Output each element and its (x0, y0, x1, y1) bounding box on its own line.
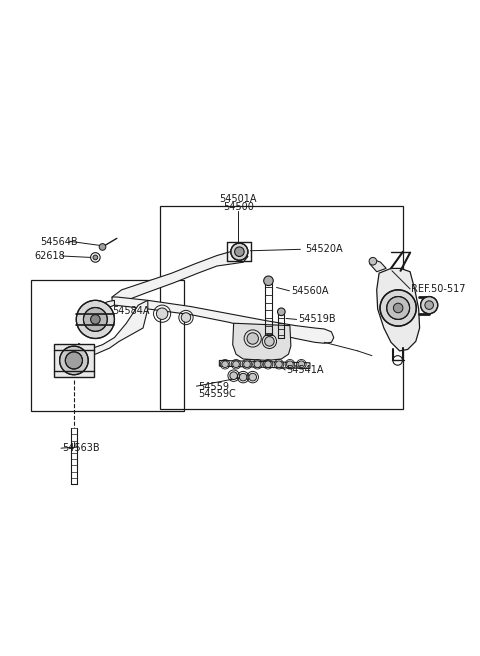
Text: 54500: 54500 (223, 202, 254, 212)
Circle shape (298, 361, 305, 367)
Circle shape (65, 352, 83, 369)
Circle shape (235, 247, 244, 256)
Circle shape (264, 337, 274, 346)
Circle shape (230, 372, 238, 380)
Circle shape (231, 243, 248, 260)
Circle shape (254, 361, 261, 367)
Circle shape (93, 255, 98, 260)
Circle shape (387, 297, 409, 319)
Polygon shape (112, 297, 334, 343)
Text: 54501A: 54501A (220, 194, 257, 204)
Polygon shape (377, 268, 420, 351)
Text: 54564B: 54564B (40, 237, 78, 247)
Text: 54541A: 54541A (286, 365, 324, 375)
Circle shape (99, 243, 106, 251)
Circle shape (84, 308, 108, 331)
Polygon shape (79, 300, 114, 327)
Text: 54584A: 54584A (112, 306, 150, 316)
Circle shape (240, 373, 247, 381)
Circle shape (287, 361, 293, 367)
Circle shape (91, 315, 100, 324)
Circle shape (247, 333, 258, 344)
Circle shape (60, 346, 88, 375)
Bar (31, 280, 183, 411)
Circle shape (394, 303, 403, 313)
Text: 54559: 54559 (198, 382, 229, 392)
Circle shape (244, 361, 251, 367)
Circle shape (425, 301, 433, 310)
Text: 54519B: 54519B (298, 314, 336, 325)
Circle shape (156, 308, 168, 319)
Circle shape (181, 313, 191, 322)
Polygon shape (79, 300, 148, 354)
Circle shape (264, 276, 273, 285)
Circle shape (249, 373, 256, 381)
Circle shape (420, 297, 438, 314)
Circle shape (369, 257, 377, 265)
Circle shape (76, 300, 114, 338)
Polygon shape (370, 259, 386, 272)
Text: 54563B: 54563B (62, 443, 100, 453)
Text: REF.50-517: REF.50-517 (411, 284, 466, 294)
Circle shape (276, 361, 282, 367)
Circle shape (222, 361, 228, 367)
Text: 54559C: 54559C (198, 389, 236, 400)
Polygon shape (233, 323, 291, 360)
Bar (160, 207, 403, 409)
Circle shape (233, 361, 240, 367)
Text: 54560A: 54560A (291, 286, 328, 296)
Polygon shape (112, 251, 248, 305)
Circle shape (277, 308, 285, 316)
Text: 62618: 62618 (35, 251, 66, 261)
Circle shape (264, 361, 271, 367)
Text: 54520A: 54520A (305, 244, 343, 255)
Bar (54, 344, 94, 377)
Polygon shape (219, 360, 310, 369)
Circle shape (380, 290, 416, 326)
